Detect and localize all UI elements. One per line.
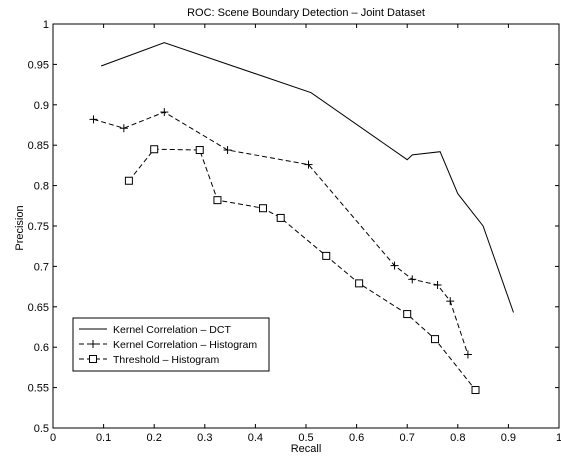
data-point bbox=[124, 176, 133, 185]
data-point bbox=[119, 124, 128, 133]
x-tick-label: 0.4 bbox=[248, 432, 263, 444]
legend-entry: Kernel Correlation – Histogram bbox=[79, 339, 257, 351]
data-point bbox=[150, 145, 159, 154]
legend-marker bbox=[89, 340, 97, 348]
x-tick-label: 0.3 bbox=[197, 432, 212, 444]
data-point bbox=[463, 350, 472, 359]
data-point bbox=[390, 261, 399, 270]
series-line bbox=[128, 148, 476, 391]
x-tick-label: 0.1 bbox=[96, 432, 111, 444]
y-tick-label: 0.7 bbox=[34, 261, 49, 273]
data-point bbox=[304, 160, 313, 169]
data-point bbox=[89, 115, 98, 124]
data-point bbox=[276, 213, 285, 222]
data-point bbox=[431, 335, 440, 344]
x-tick-label: 1 bbox=[556, 432, 561, 444]
x-tick-label: 0 bbox=[50, 432, 56, 444]
y-tick-label: 0.55 bbox=[28, 383, 49, 395]
x-tick-label: 0.6 bbox=[349, 432, 364, 444]
data-point bbox=[471, 386, 480, 395]
legend-entry: Kernel Correlation – DCT bbox=[79, 324, 231, 336]
y-tick-label: 0.75 bbox=[28, 221, 49, 233]
data-point bbox=[258, 204, 267, 213]
series-1 bbox=[89, 108, 472, 359]
x-tick-label: 0.2 bbox=[147, 432, 162, 444]
series-0 bbox=[100, 42, 514, 313]
y-tick-label: 1 bbox=[43, 19, 49, 31]
series-line bbox=[93, 111, 469, 355]
data-point bbox=[433, 280, 442, 289]
data-point bbox=[223, 146, 232, 155]
legend-marker bbox=[89, 355, 97, 363]
legend-label: Kernel Correlation – DCT bbox=[113, 324, 231, 336]
x-tick-label: 0.7 bbox=[400, 432, 415, 444]
y-tick-label: 0.85 bbox=[28, 140, 49, 152]
data-point bbox=[195, 146, 204, 155]
legend-entry: Threshold – Histogram bbox=[79, 354, 219, 366]
plot-area: 0 0.1 0.2 0.3 0.4 0.5 0.6 0.7 0.8 0.9 1 0.5 0.55 0.6 0… bbox=[28, 19, 561, 444]
legend-label: Kernel Correlation – Histogram bbox=[113, 339, 257, 351]
x-axis-label: Recall bbox=[291, 443, 322, 455]
y-tick-label: 0.95 bbox=[28, 59, 49, 71]
y-tick-label: 0.5 bbox=[34, 423, 49, 435]
y-tick-label: 0.8 bbox=[34, 181, 49, 193]
data-point bbox=[213, 196, 222, 205]
legend: Kernel Correlation – DCT Kernel Correlati… bbox=[72, 317, 270, 372]
x-tick-label: 0.9 bbox=[501, 432, 516, 444]
series-2 bbox=[124, 145, 480, 395]
x-tick-label: 0.8 bbox=[450, 432, 465, 444]
chart-title: ROC: Scene Boundary Detection – Joint Da… bbox=[187, 7, 425, 19]
data-point bbox=[355, 279, 364, 288]
x-tick-label: 0.5 bbox=[298, 432, 313, 444]
legend-label: Threshold – Histogram bbox=[113, 354, 219, 366]
data-point bbox=[322, 251, 331, 260]
data-point bbox=[408, 275, 417, 284]
y-tick-label: 0.65 bbox=[28, 302, 49, 314]
data-point bbox=[446, 297, 455, 306]
y-axis-label: Precision bbox=[14, 205, 26, 250]
series-line bbox=[100, 42, 514, 313]
y-tick-label: 0.9 bbox=[34, 100, 49, 112]
data-point bbox=[403, 310, 412, 319]
y-tick-label: 0.6 bbox=[34, 342, 49, 354]
data-point bbox=[160, 108, 169, 117]
